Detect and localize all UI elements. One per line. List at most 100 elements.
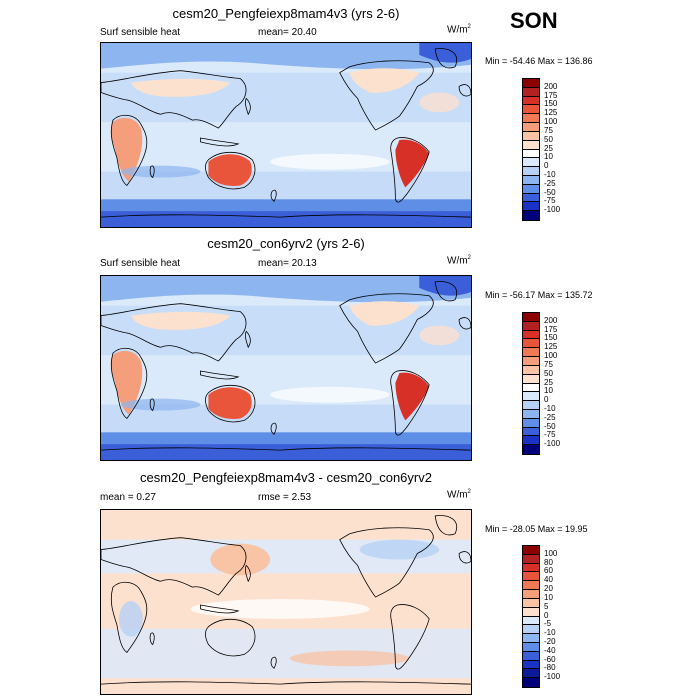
colorbar-swatch (523, 678, 539, 687)
panel-2-variable-label: Surf sensible heat (100, 258, 181, 269)
season-label: SON (510, 8, 558, 33)
colorbar-swatch (523, 418, 539, 428)
colorbar-tick-label: -40 (544, 645, 556, 655)
colorbar-swatch (523, 598, 539, 608)
colorbar-swatch (523, 669, 539, 679)
colorbar-tick-label: 125 (544, 342, 558, 352)
colorbar-swatch (523, 634, 539, 643)
panel-2-units: W/m2 (447, 255, 471, 267)
colorbar-tick-label: -100 (544, 439, 561, 449)
colorbar-swatch (523, 321, 539, 331)
colorbar-tick-label: 200 (544, 315, 558, 325)
map-field (101, 276, 471, 460)
colorbar-tick-label: 75 (544, 359, 553, 369)
colorbar-swatch (523, 158, 539, 168)
colorbar-swatch (523, 572, 539, 582)
colorbar-swatch (523, 167, 539, 176)
colorbar-swatch (523, 563, 539, 573)
colorbar-swatch (523, 202, 539, 212)
colorbar-swatch (523, 427, 539, 437)
colorbar-swatch (523, 546, 539, 555)
colorbar-tick-label: -50 (544, 187, 556, 197)
panel-1-units: W/m2 (447, 24, 471, 36)
panel-3-minmax: Min = -28.05 Max = 19.95 (485, 524, 588, 534)
colorbar-tick-label: 40 (544, 575, 553, 585)
colorbar-tick-label: 0 (544, 610, 549, 620)
colorbar-tick-label: 50 (544, 368, 553, 378)
colorbar-tick-label: 50 (544, 134, 553, 144)
colorbar-swatch (523, 149, 539, 159)
colorbar-swatch (523, 131, 539, 141)
panel-2-map (100, 275, 472, 461)
colorbar-swatch (523, 445, 539, 454)
colorbar-swatch (523, 193, 539, 203)
colorbar-tick-label: 0 (544, 395, 549, 405)
colorbar-tick-label: 150 (544, 99, 558, 109)
colorbar-tick-label: 25 (544, 377, 553, 387)
colorbar-swatch (523, 401, 539, 410)
colorbar-swatch (523, 581, 539, 591)
panel-3-map (100, 509, 472, 695)
colorbar-tick-label: 100 (544, 351, 558, 361)
colorbar-swatch (523, 184, 539, 194)
colorbar-swatch (523, 175, 539, 185)
colorbar-swatch (523, 365, 539, 375)
colorbar-swatch (523, 114, 539, 124)
colorbar-tick-label: 10 (544, 386, 553, 396)
colorbar-tick-label: 100 (544, 548, 558, 558)
colorbar-swatch (523, 554, 539, 564)
map-field (101, 510, 471, 694)
panel-3-rmse-label: rmse = 2.53 (258, 492, 312, 503)
colorbar-tick-label: -25 (544, 178, 556, 188)
colorbar-tick-label: 75 (544, 125, 553, 135)
colorbar-swatch (523, 211, 539, 220)
colorbar-tick-label: 10 (544, 152, 553, 162)
colorbar-tick-label: -10 (544, 403, 556, 413)
colorbar-tick-label: 175 (544, 90, 558, 100)
panel-2-minmax: Min = -56.17 Max = 135.72 (485, 290, 593, 300)
panel-2-mean-label: mean= 20.13 (258, 258, 317, 269)
colorbar-swatch (523, 651, 539, 661)
colorbar-swatch (523, 348, 539, 358)
colorbar-tick-label: -60 (544, 654, 556, 664)
colorbar-swatch (523, 79, 539, 88)
map-field (101, 43, 471, 227)
colorbar-tick-label: 25 (544, 143, 553, 153)
colorbar-tick-label: 150 (544, 333, 558, 343)
colorbar-swatch (523, 642, 539, 652)
colorbar-tick-label: -50 (544, 421, 556, 431)
colorbar-swatch (523, 339, 539, 349)
colorbar-tick-label: 0 (544, 161, 549, 171)
panel-3-title: cesm20_Pengfeiexp8mam4v3 - cesm20_con6yr… (140, 470, 432, 485)
colorbar-swatch (523, 590, 539, 599)
colorbar-tick-label: -20 (544, 636, 556, 646)
colorbar-swatches (522, 545, 540, 688)
colorbar-tick-label: 200 (544, 81, 558, 91)
colorbar-swatches (522, 78, 540, 221)
colorbar-swatch (523, 616, 539, 626)
colorbar-tick-label: 100 (544, 117, 558, 127)
colorbar-swatches (522, 312, 540, 455)
colorbar-swatch (523, 96, 539, 106)
colorbar-tick-label: -100 (544, 205, 561, 215)
colorbar-swatch (523, 105, 539, 115)
panel-1-title: cesm20_Pengfeiexp8mam4v3 (yrs 2-6) (172, 6, 400, 21)
colorbar-swatch (523, 436, 539, 446)
colorbar-tick-label: 10 (544, 592, 553, 602)
colorbar-swatch (523, 313, 539, 322)
colorbar-tick-label: 175 (544, 324, 558, 334)
colorbar-tick-label: -75 (544, 196, 556, 206)
panel-2-title: cesm20_con6yrv2 (yrs 2-6) (207, 236, 365, 251)
colorbar-swatch (523, 383, 539, 393)
colorbar-swatch (523, 87, 539, 97)
panel-1-minmax: Min = -54.46 Max = 136.86 (485, 56, 593, 66)
colorbar-swatch (523, 330, 539, 340)
colorbar-swatch (523, 660, 539, 670)
colorbar-swatch (523, 409, 539, 419)
colorbar-swatch (523, 625, 539, 635)
colorbar-tick-label: -25 (544, 412, 556, 422)
colorbar-tick-label: -10 (544, 628, 556, 638)
colorbar-swatch (523, 140, 539, 150)
colorbar-tick-label: 80 (544, 557, 553, 567)
colorbar-swatch (523, 607, 539, 617)
